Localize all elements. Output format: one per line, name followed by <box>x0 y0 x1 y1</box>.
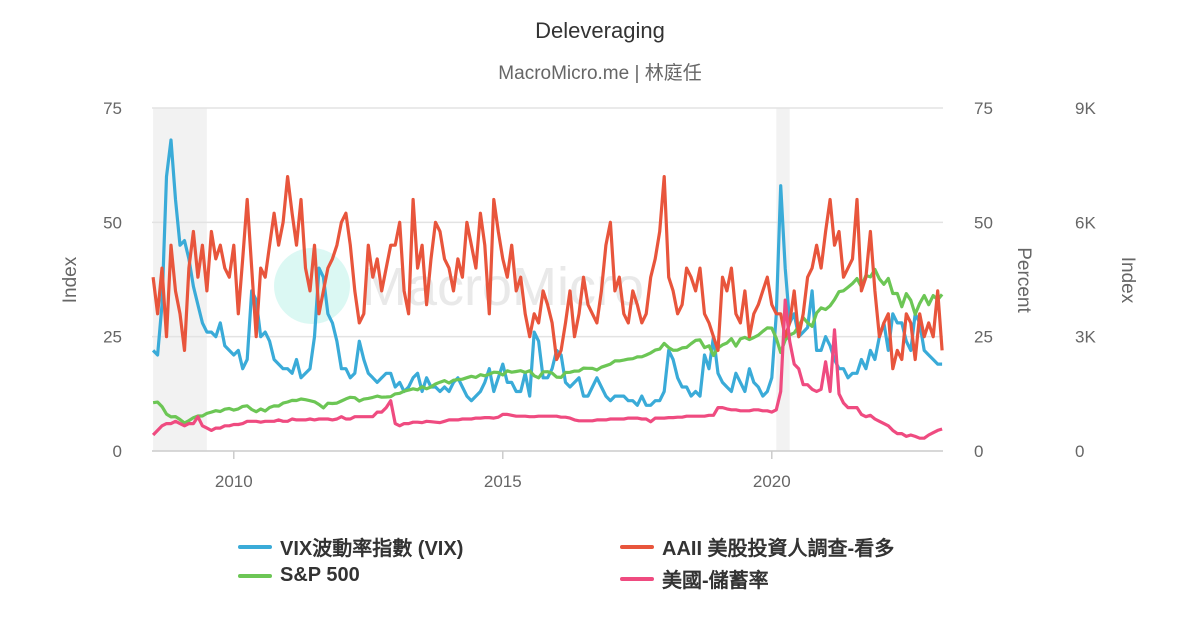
right-axis-tick: 9K <box>1075 99 1096 118</box>
right-axis-title: Index <box>1117 257 1138 304</box>
middle-axis-tick: 0 <box>974 442 983 461</box>
series-line-1 <box>151 175 944 371</box>
right-axis-tick: 6K <box>1075 213 1096 232</box>
legend-swatch <box>620 544 654 549</box>
left-axis-tick: 75 <box>103 99 122 118</box>
legend-swatch <box>238 544 272 549</box>
right-axis-tick: 3K <box>1075 328 1096 347</box>
series-line-2 <box>152 267 944 425</box>
left-axis-tick: 25 <box>103 328 122 347</box>
middle-axis-tick: 25 <box>974 328 993 347</box>
left-axis-title: Index <box>60 256 81 303</box>
left-axis-tick: 0 <box>113 442 122 461</box>
legend-label: 美國-儲蓄率 <box>662 570 769 592</box>
middle-axis-tick: 75 <box>974 99 993 118</box>
chart-title: Deleveraging <box>535 18 665 43</box>
x-axis-tick: 2010 <box>215 472 253 491</box>
x-axis-tick: 2015 <box>484 472 522 491</box>
series-line-0 <box>151 138 943 407</box>
middle-axis-tick: 50 <box>974 213 993 232</box>
legend-swatch <box>238 573 272 578</box>
x-axis-tick: 2020 <box>753 472 791 491</box>
left-axis-tick: 50 <box>103 213 122 232</box>
middle-axis-title: Percent <box>1013 247 1034 313</box>
series-line-3 <box>151 298 943 440</box>
legend-item-sp500[interactable]: S&P 500 <box>238 564 360 587</box>
right-axis-tick: 0 <box>1075 442 1084 461</box>
legend-label: AAII 美股投資人調查-看多 <box>662 538 895 560</box>
legend-label: S&P 500 <box>280 564 360 586</box>
chart-subtitle: MacroMicro.me | 林庭任 <box>498 63 702 84</box>
legend-swatch <box>620 576 654 581</box>
legend-item-aaii[interactable]: AAII 美股投資人調查-看多 <box>620 532 894 561</box>
legend-label: VIX波動率指數 (VIX) <box>280 538 464 560</box>
legend-item-savings-rate[interactable]: 美國-儲蓄率 <box>620 564 769 593</box>
legend-item-vix[interactable]: VIX波動率指數 (VIX) <box>238 532 463 561</box>
